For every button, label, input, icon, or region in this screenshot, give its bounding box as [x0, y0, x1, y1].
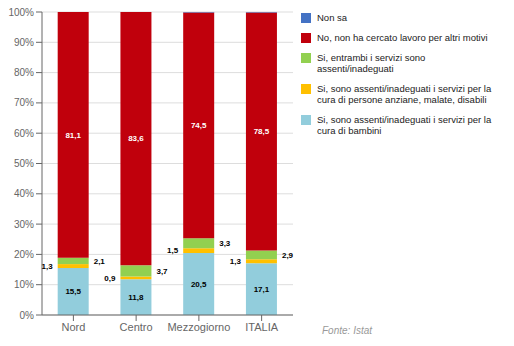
svg-text:11,8: 11,8	[128, 293, 144, 302]
svg-text:80%: 80%	[14, 67, 34, 78]
svg-text:2,9: 2,9	[282, 251, 294, 260]
svg-text:Nord: Nord	[61, 321, 85, 333]
svg-text:100%: 100%	[8, 7, 34, 18]
svg-text:50%: 50%	[14, 158, 34, 169]
svg-text:90%: 90%	[14, 37, 34, 48]
svg-text:17,1: 17,1	[254, 285, 270, 294]
html-text:No, non ha cercato lavoro per: No, non ha cercato lavoro per altri moti…	[317, 32, 488, 43]
svg-text:10%: 10%	[14, 279, 34, 290]
svg-text:Mezzogiorno: Mezzogiorno	[167, 321, 230, 333]
svg-text:0%: 0%	[20, 310, 35, 321]
svg-text:1,5: 1,5	[167, 246, 179, 255]
svg-text:15,5: 15,5	[65, 287, 81, 296]
html-text:Non sa: Non sa	[317, 12, 348, 23]
svg-text:ITALIA: ITALIA	[245, 321, 278, 333]
svg-text:1,3: 1,3	[230, 257, 242, 266]
svg-text:3,7: 3,7	[156, 267, 168, 276]
html-text:Si, sono assenti/inadeguati i: Si, sono assenti/inadeguati i servizi pe…	[317, 83, 492, 105]
svg-text:0,9: 0,9	[104, 274, 116, 283]
svg-text:20,5: 20,5	[191, 280, 207, 289]
html-text:Fonte: Istat: Fonte: Istat	[322, 325, 372, 336]
svg-text:83,6: 83,6	[128, 134, 144, 143]
svg-text:81,1: 81,1	[65, 131, 81, 140]
html-text:Si, sono assenti/inadeguati i: Si, sono assenti/inadeguati i servizi pe…	[317, 114, 492, 136]
svg-text:30%: 30%	[14, 219, 34, 230]
svg-text:1,3: 1,3	[42, 262, 54, 271]
html-text:Si, entrambi i servizi sono as: Si, entrambi i servizi sono assenti/inad…	[317, 52, 426, 74]
svg-text:20%: 20%	[14, 249, 34, 260]
svg-text:Centro: Centro	[120, 321, 153, 333]
svg-text:3,3: 3,3	[219, 239, 231, 248]
svg-text:78,5: 78,5	[254, 127, 270, 136]
svg-text:70%: 70%	[14, 97, 34, 108]
svg-text:74,5: 74,5	[191, 121, 207, 130]
svg-text:40%: 40%	[14, 188, 34, 199]
svg-text:60%: 60%	[14, 128, 34, 139]
svg-text:2,1: 2,1	[94, 257, 106, 266]
